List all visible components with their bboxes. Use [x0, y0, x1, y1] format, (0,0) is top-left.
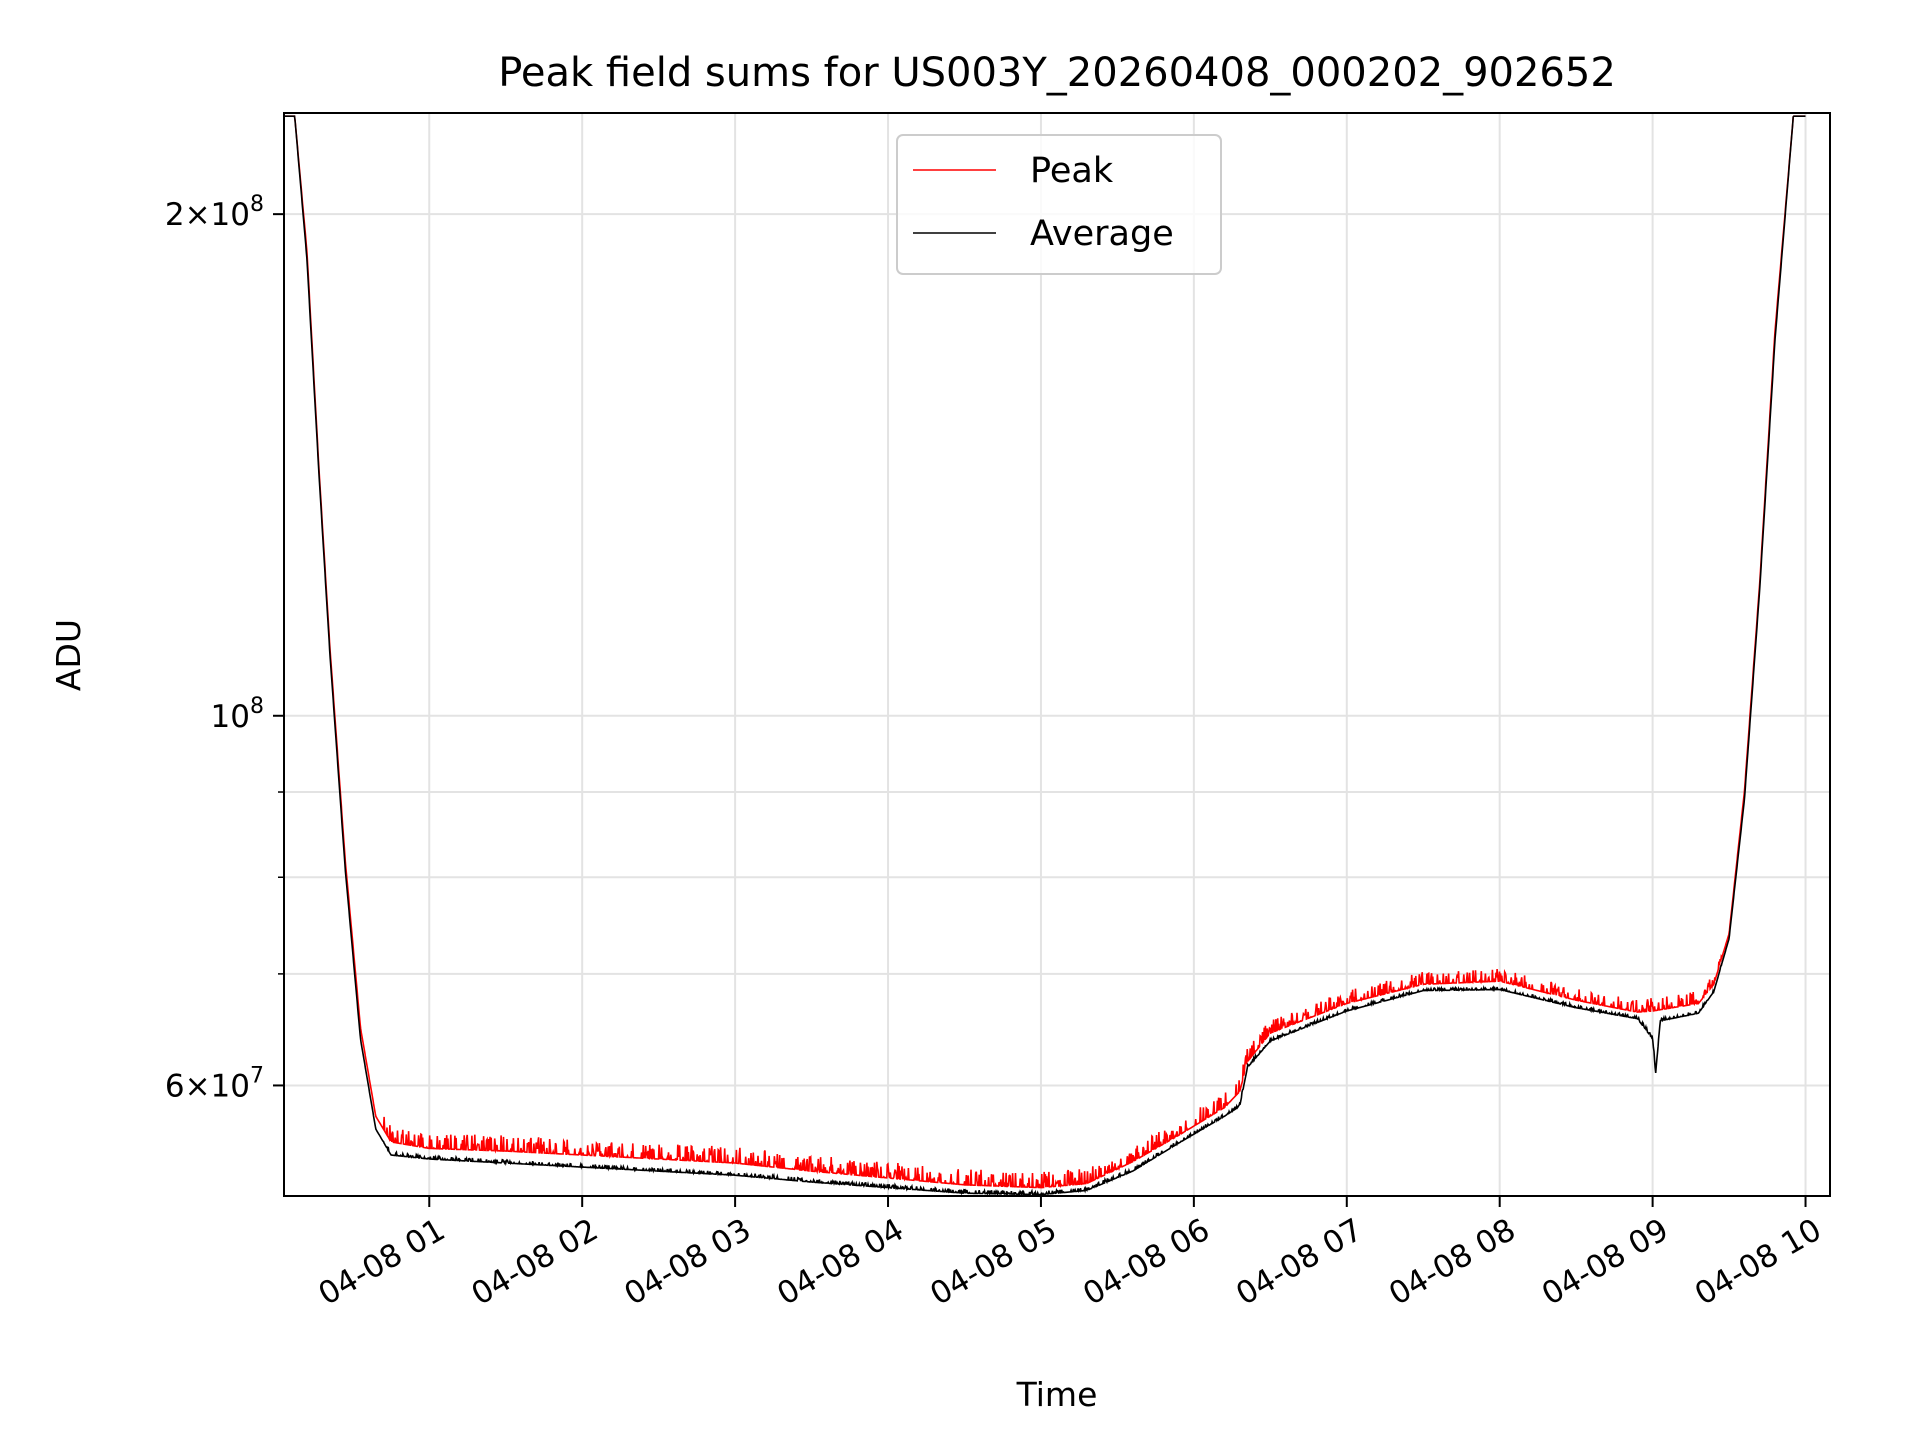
legend-average-label: Average: [1030, 214, 1174, 254]
axes-frame: [283, 112, 1831, 1197]
grid-lines: [284, 113, 1830, 1196]
series-peak-line: [284, 115, 1806, 1189]
legend-peak-label: Peak: [1030, 151, 1114, 191]
y-axis-label: ADU: [49, 619, 88, 691]
series-average-line: [284, 115, 1806, 1196]
chart-title: Peak field sums for US003Y_20260408_0002…: [498, 50, 1616, 96]
y-tick-label: 6×107: [165, 1063, 264, 1104]
y-tick-label: 2×108: [165, 192, 264, 233]
x-axis-label: Time: [1016, 1375, 1098, 1414]
legend: Peak Average: [896, 134, 1222, 275]
series-group: [284, 115, 1806, 1196]
